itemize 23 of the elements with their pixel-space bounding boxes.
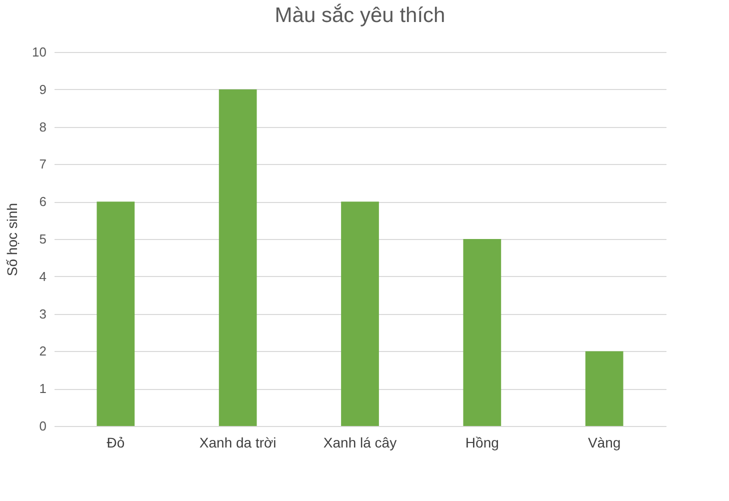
y-tick-label: 0	[39, 418, 46, 434]
y-tick-label: 6	[39, 194, 46, 210]
y-tick-label: 5	[39, 232, 46, 246]
y-axis-title: Số học sinh	[4, 202, 20, 276]
y-tick-label: 2	[39, 344, 46, 359]
bar	[341, 202, 379, 426]
bar	[585, 351, 624, 426]
bar	[463, 239, 502, 426]
x-tick-label: Đỏ	[106, 434, 125, 450]
y-tick-label: 9	[39, 82, 46, 97]
y-tick-label: 7	[39, 156, 46, 172]
y-tick-label: 8	[39, 119, 46, 134]
x-tick-label: Hồng	[465, 434, 499, 450]
y-tick-label: 4	[39, 268, 46, 284]
x-tick-label: Vàng	[588, 434, 621, 450]
y-tick-label: 10	[32, 44, 46, 60]
bar	[218, 89, 257, 426]
chart-title: Màu sắc yêu thích	[274, 3, 446, 27]
x-tick-label: Xanh da trời	[199, 434, 276, 450]
y-tick-label: 1	[39, 381, 46, 396]
y-tick-label: 3	[39, 306, 46, 322]
x-tick-label: Xanh lá cây	[323, 434, 397, 450]
bar	[96, 202, 135, 426]
